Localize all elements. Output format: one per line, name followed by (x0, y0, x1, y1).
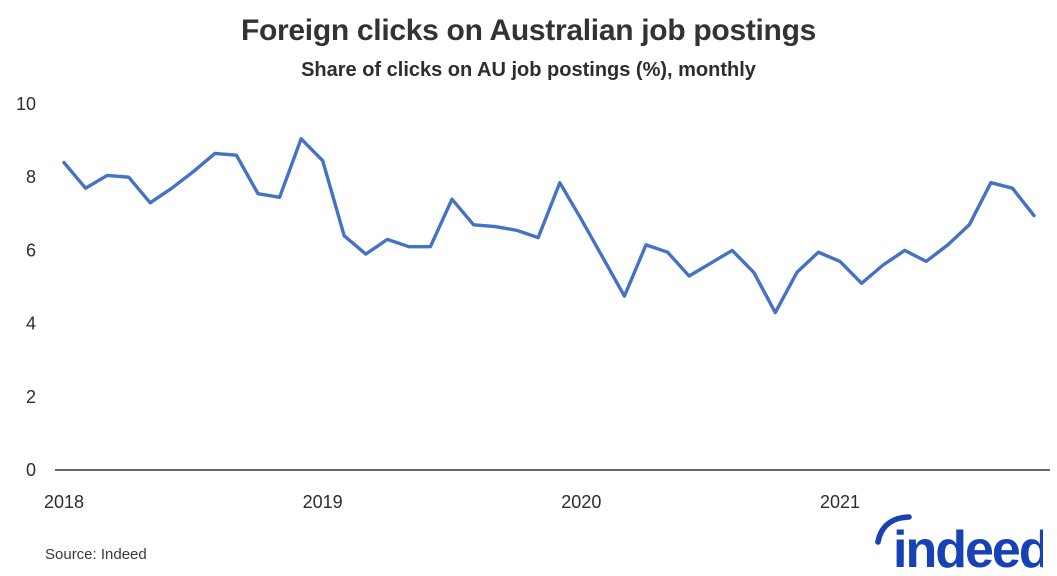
data-series-line (62, 137, 1036, 315)
logo-wordmark: indeed (893, 521, 1043, 572)
y-tick-label: 2 (26, 387, 36, 407)
y-tick-label: 10 (16, 94, 36, 114)
indeed-logo: indeed (875, 514, 1043, 572)
x-tick-label: 2018 (44, 492, 84, 512)
chart-title: Foreign clicks on Australian job posting… (240, 14, 816, 47)
source-note: Source: Indeed (45, 546, 147, 563)
y-tick-label: 6 (26, 240, 36, 260)
x-tick-label: 2019 (303, 492, 343, 512)
y-tick-label: 0 (26, 460, 36, 480)
x-tick-label: 2020 (561, 492, 601, 512)
logo-arc-icon (875, 514, 912, 545)
chart-subtitle: Share of clicks on AU job postings (%), … (301, 59, 756, 81)
y-tick-label: 4 (26, 314, 36, 334)
x-tick-label: 2021 (820, 492, 860, 512)
y-tick-label: 8 (26, 167, 36, 187)
